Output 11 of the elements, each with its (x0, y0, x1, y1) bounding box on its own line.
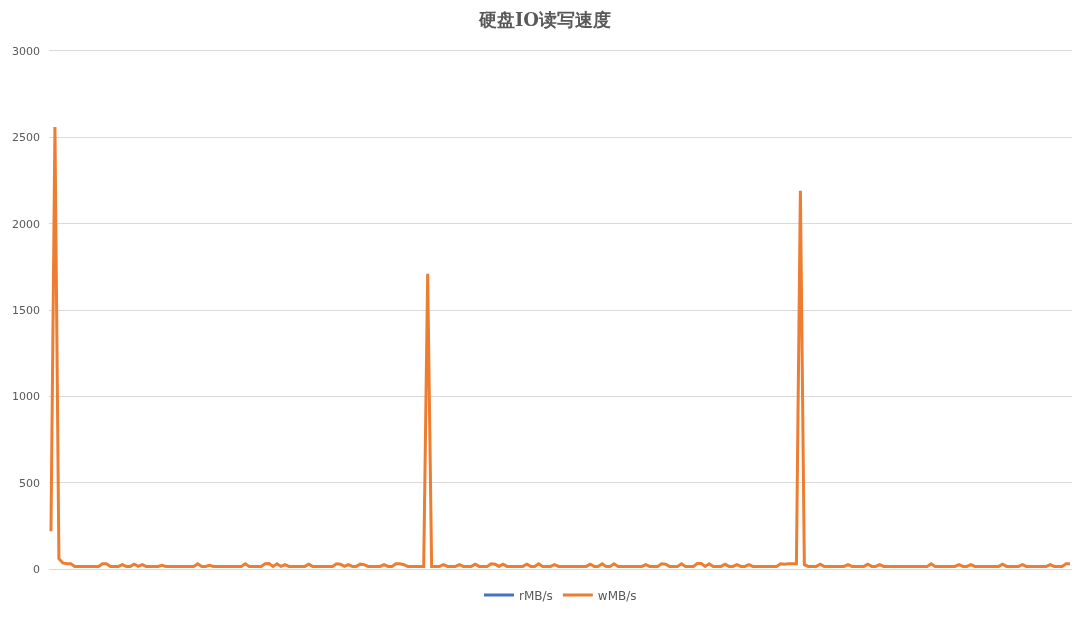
y-tick-label: 2000 (12, 217, 40, 231)
y-tick-label: 1500 (12, 303, 40, 317)
chart-title: 硬盘IO读写速度 (477, 9, 612, 31)
y-tick-label: 2500 (12, 131, 40, 145)
y-tick-label: 0 (33, 562, 40, 576)
legend-label: wMB/s (597, 588, 637, 603)
legend-label: rMB/s (519, 588, 553, 603)
y-tick-label: 1000 (12, 390, 40, 404)
y-tick-label: 3000 (12, 44, 40, 58)
line-series (49, 125, 1072, 568)
y-tick-label: 500 (19, 476, 40, 490)
